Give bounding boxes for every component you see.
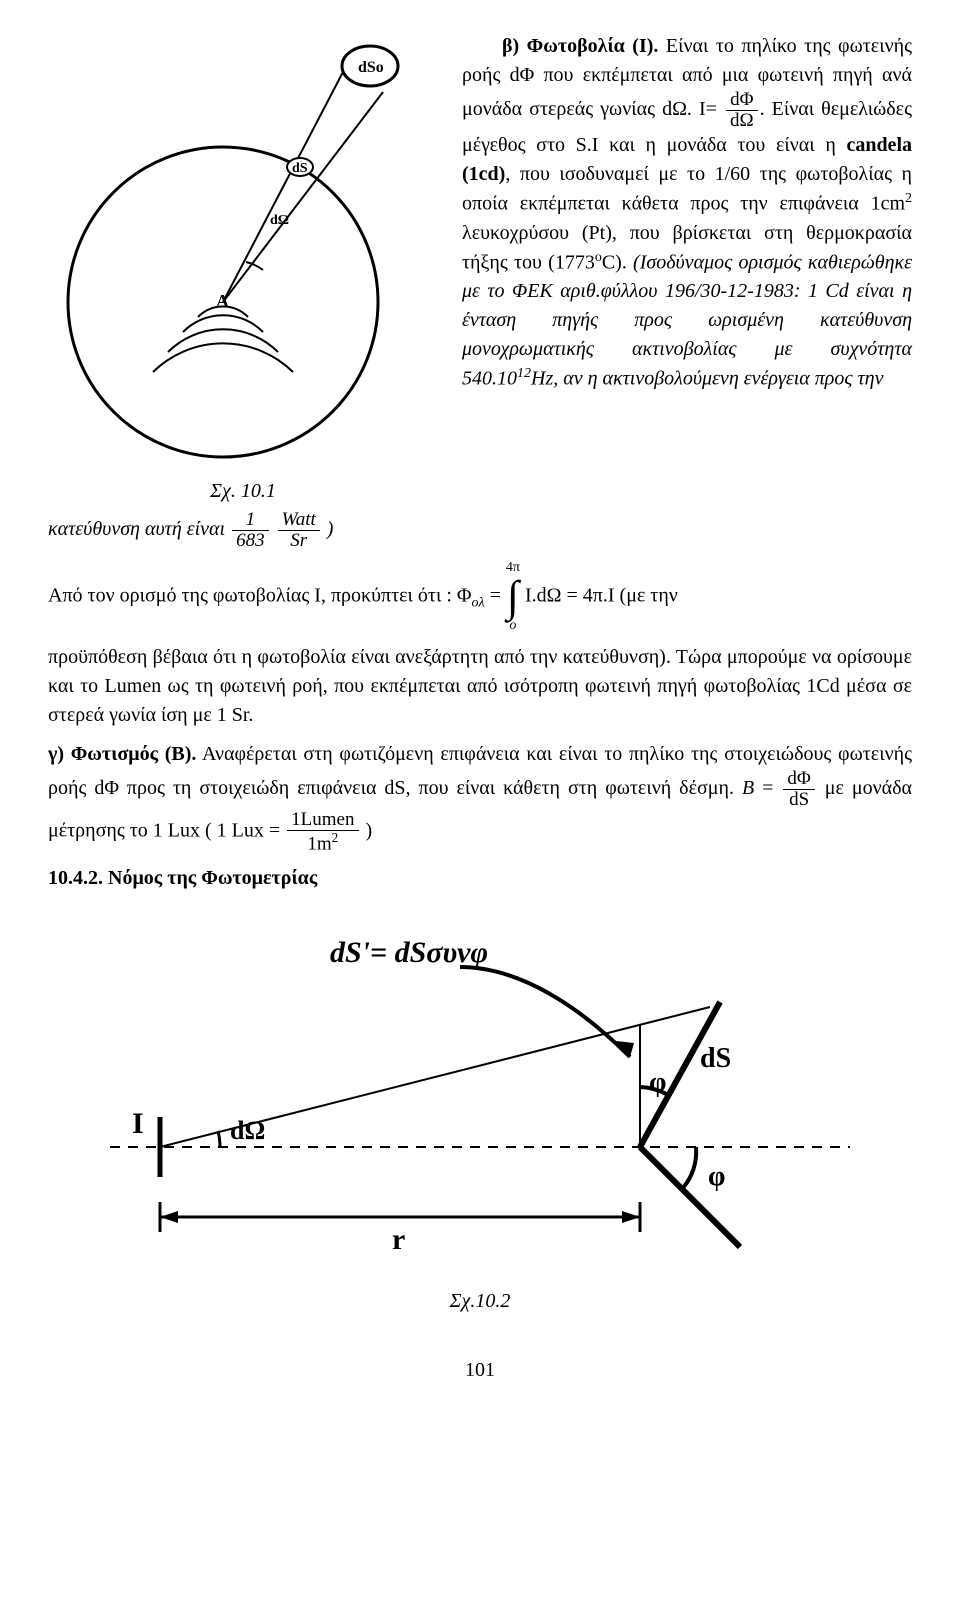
frac-1-den: 683	[232, 531, 269, 551]
label-r: r	[392, 1223, 405, 1256]
Bfrac-num: dΦ	[783, 769, 814, 790]
under-fig-lead: κατεύθυνση αυτή είναι	[48, 518, 230, 540]
fig1-svg: A dSo dS dΩ	[48, 32, 438, 462]
direction-continuation: κατεύθυνση αυτή είναι 1683 WattSr )	[48, 510, 438, 551]
sup-2-a: 2	[905, 191, 912, 206]
frac-1-num: 1	[232, 510, 269, 531]
label-A: A	[216, 291, 229, 311]
section-b-text: β) Φωτοβολία (I). Είναι το πηλίκο της φω…	[462, 32, 912, 394]
Bfrac-den: dS	[783, 790, 814, 810]
section-c: γ) Φωτισμός (Β). Αναφέρεται στη φωτιζόμε…	[48, 740, 912, 854]
Lfrac-num: 1Lumen	[287, 810, 358, 831]
page-number: 101	[48, 1356, 912, 1385]
heading-10-4-2: 10.4.2. Νόμος της Φωτομετρίας	[48, 864, 912, 893]
frac-I-num: dΦ	[726, 90, 758, 111]
section-b-cont1: , που ισοδυναμεί με το 1/60 της φωτοβολί…	[462, 163, 912, 215]
frac-2-num: Watt	[278, 510, 320, 531]
para-continuation: προϋπόθεση βέβαια ότι η φωτοβολία είναι …	[48, 643, 912, 730]
sup-12: 12	[517, 366, 531, 381]
fig1-caption: Σχ. 10.1	[48, 477, 438, 506]
Lfrac-den: 1m	[307, 833, 331, 854]
def-sub: ολ	[472, 595, 485, 610]
section-b-head: β) Φωτοβολία (I).	[502, 35, 658, 57]
figure-10-2: dS'= dSσυνφ I dΩ φ φ dS r	[100, 917, 860, 1277]
section-b-italic-tail: Hz, αν η ακτινοβολούμενη ενέργεια προς τ…	[531, 368, 883, 390]
label-phi1: φ	[649, 1067, 666, 1098]
section-b-cont3: C).	[602, 251, 633, 273]
label-dS2: dS	[700, 1043, 731, 1074]
integral-symbol: 4π ∫ o	[506, 561, 520, 633]
label-I: I	[132, 1107, 144, 1140]
sup-o: o	[595, 250, 602, 265]
under-fig-tail: )	[327, 518, 334, 540]
def-pre: Από τον ορισμό της φωτοβολίας I, προκύπτ…	[48, 584, 472, 606]
label-dSo: dSo	[358, 59, 384, 76]
label-dS: dS	[292, 161, 308, 176]
figure-10-1: A dSo dS dΩ Σχ. 10.1 κατεύθυνση αυτή είν…	[48, 32, 438, 551]
sup-2-b: 2	[332, 830, 339, 845]
label-dOmega2: dΩ	[230, 1116, 265, 1145]
fig2-caption: Σχ.10.2	[48, 1287, 912, 1316]
frac-I-den: dΩ	[726, 111, 758, 131]
section-c-body3: )	[366, 819, 373, 841]
label-eq: dS'= dSσυνφ	[330, 936, 488, 969]
definition-integral: Από τον ορισμό της φωτοβολίας I, προκύπτ…	[48, 561, 912, 633]
def-after: I.dΩ = 4π.I (με την	[525, 584, 678, 606]
label-phi2: φ	[708, 1161, 725, 1192]
frac-2-den: Sr	[278, 531, 320, 551]
label-dOmega: dΩ	[270, 213, 289, 228]
def-mid: =	[485, 584, 506, 606]
section-c-head: γ) Φωτισμός (Β).	[48, 743, 196, 765]
